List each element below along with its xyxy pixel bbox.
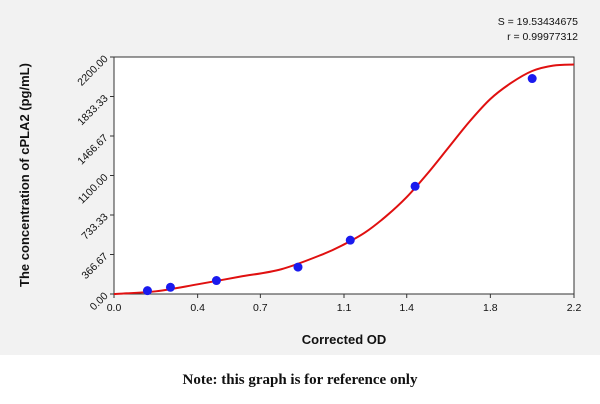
data-point — [345, 235, 355, 245]
x-tick-label: 0.7 — [253, 302, 268, 314]
y-tick-label: 2200.00 — [75, 53, 110, 88]
x-tick-label: 1.8 — [483, 302, 498, 314]
data-point — [142, 286, 152, 296]
plot-area — [113, 56, 575, 295]
y-tick-label: 366.67 — [79, 251, 110, 282]
data-point — [527, 74, 537, 84]
y-tick-label: 1833.33 — [75, 93, 110, 128]
data-point — [165, 282, 175, 292]
data-point — [211, 276, 221, 286]
x-tick-label: 0.0 — [107, 302, 122, 314]
x-tick-label: 1.1 — [337, 302, 352, 314]
chart: 0.00366.67733.331100.001466.671833.33220… — [17, 53, 582, 347]
y-axis-label: The concentration of cPLA2 (pg/mL) — [17, 63, 32, 287]
fit-r-value: r = 0.99977312 — [507, 31, 578, 43]
x-tick-label: 1.4 — [399, 302, 414, 314]
y-tick-label: 733.33 — [79, 211, 110, 242]
reference-note: Note: this graph is for reference only — [182, 372, 418, 388]
y-tick-label: 1100.00 — [76, 172, 111, 207]
data-point — [293, 262, 303, 272]
x-tick-label: 2.2 — [567, 302, 582, 314]
x-tick-label: 0.4 — [190, 302, 205, 314]
y-tick-label: 1466.67 — [75, 132, 110, 167]
data-point — [410, 181, 420, 191]
y-axis-ticks: 0.00366.67733.331100.001466.671833.33220… — [75, 53, 114, 313]
x-axis-ticks: 0.0 0.4 0.7 1.1 1.4 1.8 2.2 — [107, 294, 582, 314]
fit-s-value: S = 19.53434675 — [497, 16, 578, 28]
x-axis-label: Corrected OD — [302, 332, 387, 347]
fit-curve — [113, 63, 575, 295]
data-points — [142, 74, 537, 296]
